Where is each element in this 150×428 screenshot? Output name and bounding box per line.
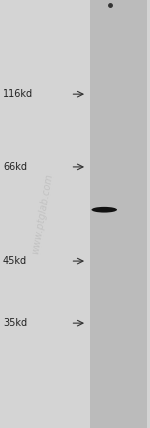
Ellipse shape bbox=[92, 207, 117, 213]
Bar bbox=[90, 0, 147, 428]
Text: 116kd: 116kd bbox=[3, 89, 33, 99]
Text: 45kd: 45kd bbox=[3, 256, 27, 266]
Text: www.ptglab.com: www.ptglab.com bbox=[30, 173, 54, 255]
Text: 35kd: 35kd bbox=[3, 318, 27, 328]
Text: 66kd: 66kd bbox=[3, 162, 27, 172]
